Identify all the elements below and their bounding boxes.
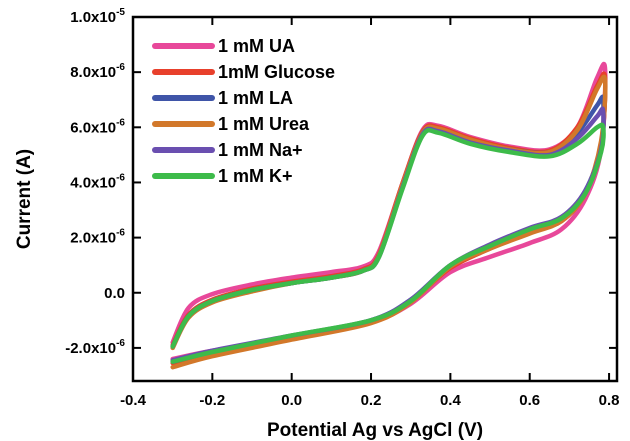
- legend: 1 mM UA 1mM Glucose 1 mM LA 1 mM Urea 1 mM N…: [152, 36, 335, 186]
- y-tick-label: 1.0x10-5: [70, 7, 125, 26]
- x-tick-label: -0.4: [120, 392, 147, 409]
- x-tick-label: 0.4: [440, 392, 462, 409]
- legend-label: 1 mM UA: [218, 36, 295, 56]
- x-tick-label: 0.8: [599, 392, 620, 409]
- x-axis: -0.4 -0.2 0.0 0.2 0.4 0.6 0.8: [120, 17, 619, 409]
- y-tick-label: 2.0x10-6: [70, 228, 125, 247]
- y-axis: -2.0x10-6 0.0 2.0x10-6 4.0x10-6 6.0x10-6 8.0x…: [65, 7, 617, 357]
- y-tick-label: 0.0: [104, 285, 125, 302]
- x-tick-label: 0.2: [361, 392, 382, 409]
- plot-frame: [131, 15, 619, 383]
- series-line-6: [170, 122, 606, 364]
- legend-label: 1mM Glucose: [218, 62, 335, 82]
- y-tick-label: 4.0x10-6: [70, 172, 125, 191]
- x-tick-label: 0.0: [281, 392, 302, 409]
- y-tick-label: -2.0x10-6: [65, 338, 125, 357]
- x-tick-label: -0.2: [199, 392, 225, 409]
- x-tick-label: 0.6: [519, 392, 540, 409]
- legend-label: 1 mM K+: [218, 166, 293, 186]
- legend-label: 1 mM Urea: [218, 114, 310, 134]
- series-curves: [170, 61, 608, 370]
- x-axis-title: Potential Ag vs AgCl (V): [267, 420, 483, 441]
- y-tick-label: 8.0x10-6: [70, 62, 125, 81]
- y-tick-label: 6.0x10-6: [70, 117, 125, 136]
- y-axis-title: Current (A): [14, 149, 35, 249]
- legend-label: 1 mM Na+: [218, 140, 303, 160]
- legend-label: 1 mM LA: [218, 88, 293, 108]
